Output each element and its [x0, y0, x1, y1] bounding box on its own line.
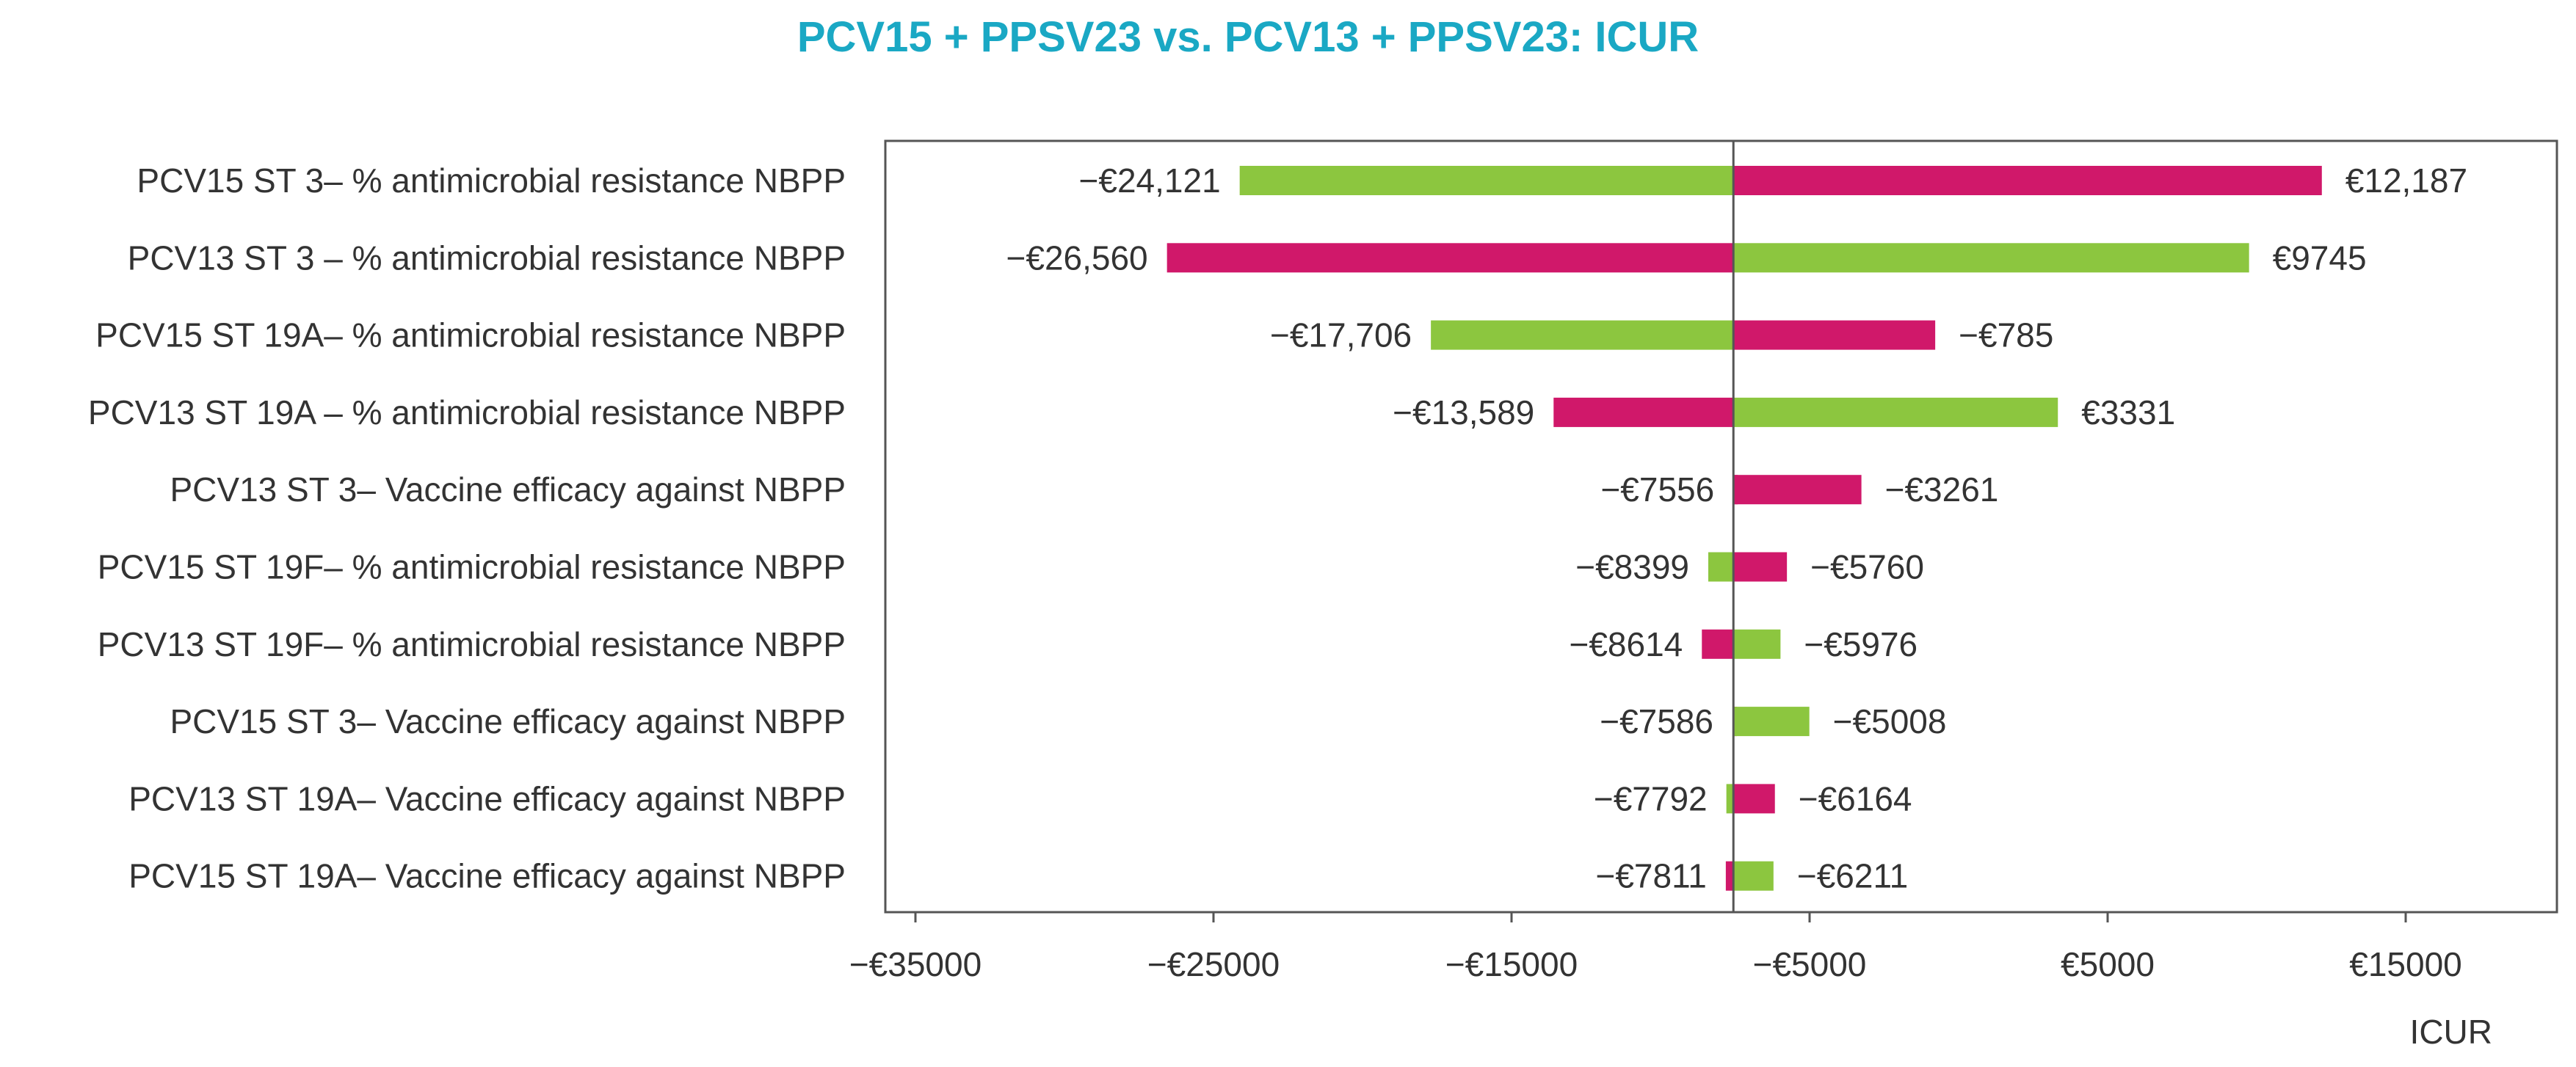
category-label: PCV15 ST 3– % antimicrobial resistance N… [137, 161, 846, 200]
category-label: PCV13 ST 19A– Vaccine efficacy against N… [128, 779, 846, 817]
value-label-right: −€5976 [1804, 625, 1918, 663]
bar-segment-right [1733, 861, 1774, 891]
category-label: PCV13 ST 19A – % antimicrobial resistanc… [88, 393, 846, 431]
x-tick-label: −€25000 [1147, 945, 1280, 983]
plot-area-frame [884, 139, 2558, 914]
value-label-right: €9745 [2273, 238, 2367, 277]
value-label-right: €12,187 [2345, 161, 2467, 200]
value-label-left: −€7586 [1600, 702, 1713, 740]
category-label: PCV15 ST 19A– % antimicrobial resistance… [95, 316, 846, 354]
bar-segment-right [1733, 166, 2322, 195]
bar-segment-right [1733, 552, 1788, 582]
x-tick-label: −€15000 [1445, 945, 1578, 983]
value-label-left: −€8614 [1569, 625, 1683, 663]
value-label-right: −€6164 [1799, 779, 1912, 817]
bar-segment-right [1733, 784, 1775, 814]
bar-segment-left [1167, 243, 1734, 273]
value-label-right: −€6211 [1797, 857, 1908, 895]
bar-segment-right [1733, 397, 2058, 427]
value-label-left: −€7811 [1595, 857, 1706, 895]
chart-title: PCV15 + PPSV23 vs. PCV13 + PPSV23: ICUR [797, 13, 1699, 61]
value-label-left: −€7556 [1600, 470, 1714, 509]
bar-segment-left [1239, 166, 1734, 195]
value-label-right: −€5760 [1810, 548, 1924, 586]
x-axis-ticks: −€35000 −€25000 −€15000 −€5000 €5000 €15000 [849, 912, 2462, 983]
value-label-left: −€8399 [1575, 548, 1689, 586]
x-tick-label: −€5000 [1753, 945, 1867, 983]
value-label-left: −€17,706 [1270, 316, 1412, 354]
x-tick-label: €5000 [2061, 945, 2155, 983]
category-labels: PCV15 ST 3– % antimicrobial resistance N… [88, 161, 846, 895]
x-tick-label: €15000 [2349, 945, 2462, 983]
bars-layer [1167, 166, 2322, 891]
bar-segment-right [1733, 320, 1936, 350]
value-label-right: €3331 [2081, 393, 2175, 431]
value-label-left: −€7792 [1594, 779, 1708, 817]
category-label: PCV15 ST 19A– Vaccine efficacy against N… [128, 857, 846, 895]
category-label: PCV13 ST 19F– % antimicrobial resistance… [98, 625, 846, 663]
value-label-left: −€24,121 [1079, 161, 1221, 200]
value-label-right: −€785 [1959, 316, 2053, 354]
bar-segment-left [1431, 320, 1734, 350]
bar-segment-left [1553, 397, 1734, 427]
value-label-left: −€26,560 [1006, 238, 1148, 277]
value-labels: −€24,121 €12,187 −€26,560 €9745 −€17,706 −€78… [1006, 161, 2468, 895]
bar-segment-right [1733, 629, 1781, 659]
category-label: PCV13 ST 3 – % antimicrobial resistance … [128, 238, 846, 277]
value-label-right: −€5008 [1833, 702, 1947, 740]
category-label: PCV13 ST 3– Vaccine efficacy against NBP… [170, 470, 846, 509]
x-axis-title: ICUR [2410, 1013, 2492, 1051]
bar-segment-right [1733, 243, 2249, 273]
bar-segment-left [1708, 552, 1734, 582]
value-label-right: −€3261 [1885, 470, 1999, 509]
category-label: PCV15 ST 3– Vaccine efficacy against NBP… [170, 702, 846, 740]
bar-segment-right [1733, 475, 1862, 505]
x-tick-label: −€35000 [849, 945, 982, 983]
bar-segment-left [1702, 629, 1734, 659]
bar-segment-left [1725, 861, 1734, 891]
bar-segment-right [1733, 707, 1810, 737]
category-label: PCV15 ST 19F– % antimicrobial resistance… [98, 548, 846, 586]
bar-segment-left [1726, 784, 1734, 814]
value-label-left: −€13,589 [1393, 393, 1534, 431]
